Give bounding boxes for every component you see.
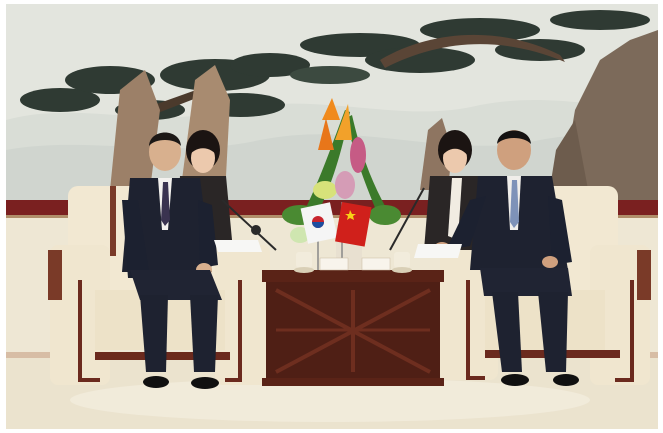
microphone-left	[221, 199, 277, 251]
interpreter-right	[424, 130, 486, 250]
documents-right	[414, 244, 462, 258]
rock-pillar-left	[110, 70, 160, 190]
nameplate-right	[361, 257, 391, 271]
teacup-right	[392, 252, 412, 273]
pine-tree-right	[290, 10, 658, 200]
nameplate-left	[319, 257, 349, 271]
microphone-right	[389, 187, 425, 251]
host-right	[434, 130, 579, 386]
center-table	[262, 270, 444, 386]
korea-flag	[300, 202, 338, 270]
guest-left	[122, 132, 262, 389]
flower-arrangement	[282, 98, 401, 270]
teacup-left	[294, 252, 314, 273]
